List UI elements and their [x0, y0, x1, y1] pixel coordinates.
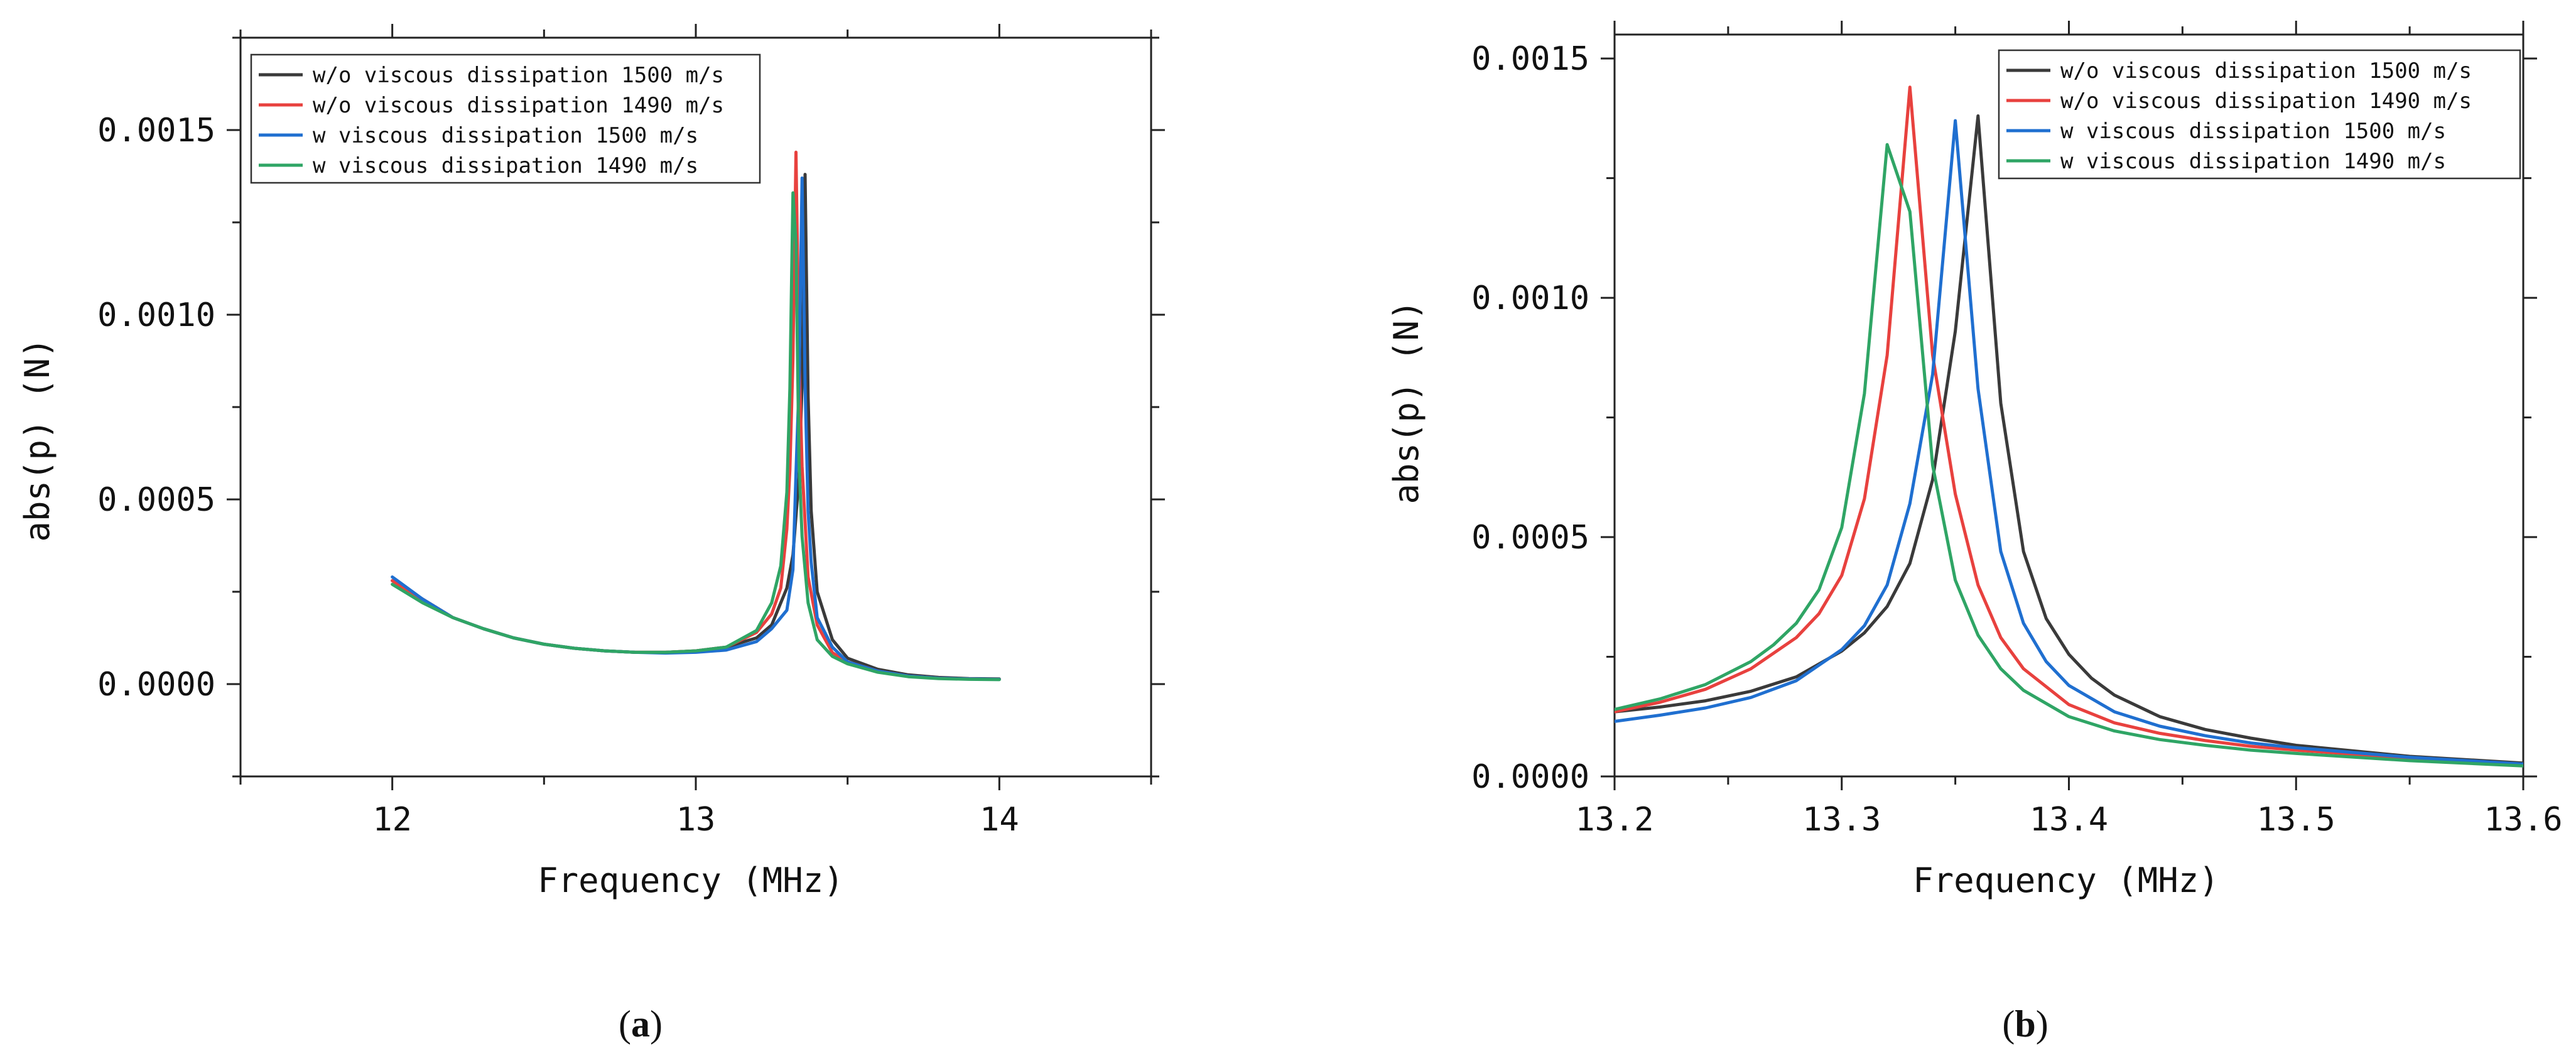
y-tick-label: 0.0000	[1471, 758, 1589, 796]
y-tick-label: 0.0000	[97, 666, 215, 704]
chart-a-ticks: 12 13 14 0.0000 0.0005 0.0010 0.0015	[97, 24, 1165, 839]
legend-entry: w/o viscous dissipation 1500 m/s	[2060, 58, 2472, 84]
series-line-2	[1615, 85, 2523, 766]
chart-b-caption: (b)	[2002, 1003, 2048, 1045]
legend-entry: w viscous dissipation 1500 m/s	[2060, 119, 2446, 144]
legend-entry: w viscous dissipation 1500 m/s	[313, 123, 698, 148]
chart-b: 13.2 13.3 13.4 13.5 13.6 0.0000 0.0005 0.0010 0.…	[1387, 21, 2563, 1045]
x-tick-label: 13.6	[2484, 801, 2562, 839]
legend-entry: w/o viscous dissipation 1490 m/s	[2060, 89, 2472, 114]
chart-b-y-axis-label: abs(p) (N)	[1387, 300, 1426, 504]
x-tick-label: 12	[372, 801, 412, 839]
x-tick-label: 13.5	[2257, 801, 2335, 839]
series-line-4	[391, 191, 1001, 682]
chart-a-caption: (a)	[619, 1003, 663, 1045]
series-line-1	[391, 173, 1001, 681]
legend-entry: w viscous dissipation 1490 m/s	[2060, 149, 2446, 174]
series-line-2	[391, 150, 1001, 681]
legend-entry: w/o viscous dissipation 1500 m/s	[313, 63, 724, 88]
chart-a-legend: w/o viscous dissipation 1500 m/s w/o visc…	[250, 53, 761, 184]
chart-a-x-axis-label: Frequency (MHz)	[538, 861, 844, 900]
series-line-3	[1615, 119, 2523, 766]
legend-entry: w viscous dissipation 1490 m/s	[313, 153, 698, 178]
chart-b-ticks: 13.2 13.3 13.4 13.5 13.6 0.0000 0.0005 0.0010 0.…	[1471, 21, 2563, 839]
chart-a-y-axis-label: abs(p) (N)	[18, 337, 57, 541]
chart-a-caption-letter: a	[631, 1003, 650, 1045]
chart-a: 12 13 14 0.0000 0.0005 0.0010 0.0015 w/o visco…	[18, 24, 1165, 1045]
x-tick-label: 14	[980, 801, 1019, 839]
x-tick-label: 13.4	[2030, 801, 2108, 839]
chart-a-lines	[391, 150, 1001, 682]
y-tick-label: 0.0010	[97, 297, 215, 334]
x-tick-label: 13	[676, 801, 716, 839]
y-tick-label: 0.0005	[1471, 519, 1589, 557]
chart-b-caption-letter: b	[2015, 1003, 2035, 1045]
y-tick-label: 0.0015	[97, 112, 215, 150]
legend-entry: w/o viscous dissipation 1490 m/s	[313, 93, 724, 118]
y-tick-label: 0.0010	[1471, 280, 1589, 317]
chart-b-x-axis-label: Frequency (MHz)	[1913, 861, 2219, 900]
y-tick-label: 0.0005	[97, 481, 215, 519]
chart-b-legend: w/o viscous dissipation 1500 m/s w/o visc…	[1998, 49, 2521, 180]
chart-b-lines	[1615, 85, 2523, 768]
x-tick-label: 13.2	[1575, 801, 1653, 839]
series-line-3	[391, 176, 1001, 681]
series-line-1	[1615, 114, 2523, 765]
y-tick-label: 0.0015	[1471, 40, 1589, 78]
x-tick-label: 13.3	[1802, 801, 1881, 839]
legend-box	[1998, 49, 2521, 180]
series-line-4	[1615, 143, 2523, 768]
legend-box	[250, 53, 761, 184]
